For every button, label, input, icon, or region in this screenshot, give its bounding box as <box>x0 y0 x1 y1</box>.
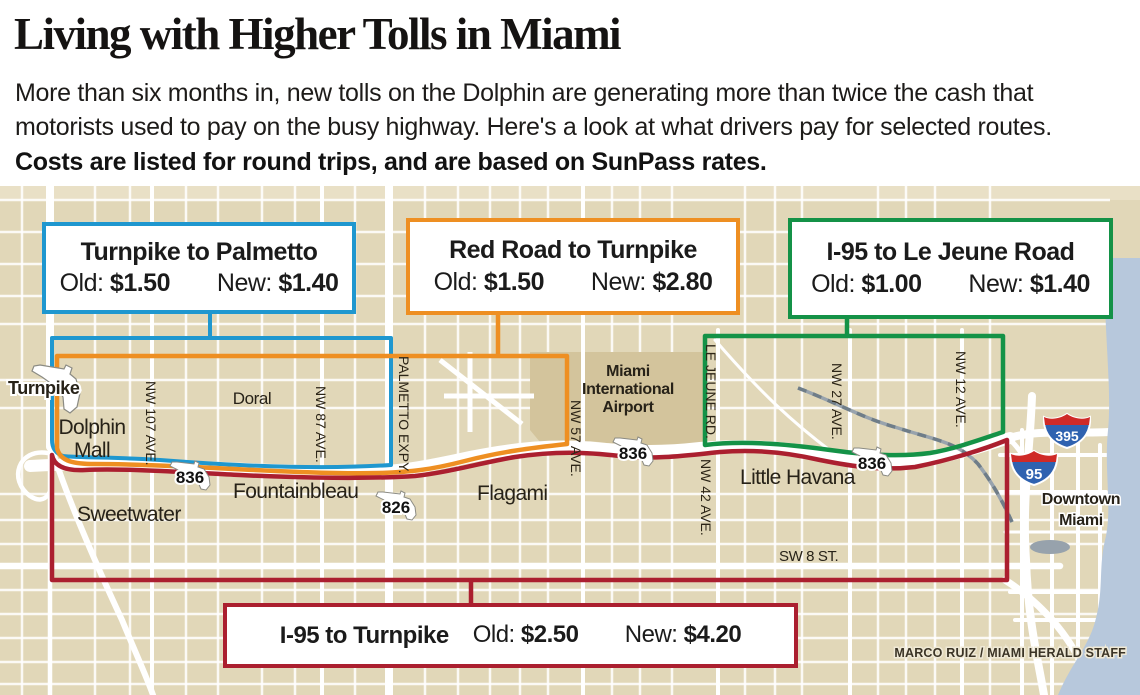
callout-title: Red Road to Turnpike <box>449 236 697 265</box>
svg-text:836: 836 <box>619 444 647 463</box>
old-price: $1.50 <box>483 267 545 296</box>
label-nw12: NW 12 AVE. <box>953 351 969 428</box>
new-price: $1.40 <box>278 269 339 298</box>
label-palmetto-expy: PALMETTO EXPY. <box>396 356 412 474</box>
place-labels: Dolphin Mall Sweetwater Doral Fountainbl… <box>58 344 1122 565</box>
new-price: $2.80 <box>652 267 713 296</box>
airport-grounds <box>530 352 705 448</box>
svg-text:395: 395 <box>1055 428 1079 444</box>
label-dolphin-mall: Dolphin <box>58 416 125 439</box>
old-price: $1.00 <box>861 269 922 298</box>
callout-prices: Old: $1.50 New: $2.80 <box>433 267 713 296</box>
label-lejeune: LE JEUNE RD. <box>703 344 719 439</box>
label-doral: Doral <box>233 389 272 408</box>
shield-826: 826 <box>375 490 417 521</box>
shield-836-east: 836 <box>851 446 893 477</box>
old-price: $2.50 <box>520 621 579 649</box>
label-sweetwater: Sweetwater <box>77 503 181 526</box>
shield-836-west: 836 <box>169 460 211 491</box>
svg-text:Mall: Mall <box>74 439 110 462</box>
old-price: $1.50 <box>109 269 171 298</box>
i95-road <box>1020 392 1048 695</box>
miami-river <box>797 386 1070 554</box>
callout-title: I-95 to Turnpike <box>279 621 449 649</box>
callout-red-road-to-turnpike: Red Road to Turnpike Old: $1.50 New: $2.… <box>406 218 740 315</box>
callout-prices: Old: $1.00 New: $1.40 <box>811 269 1091 298</box>
callout-i95-to-lejeune: I-95 to Le Jeune Road Old: $1.00 New: $1… <box>788 218 1113 319</box>
label-nw27: NW 27 AVE. <box>829 363 845 440</box>
svg-text:Airport: Airport <box>602 399 654 416</box>
label-nw57: NW 57 AVE. <box>568 400 584 477</box>
label-fountainbleau: Fountainbleau <box>233 480 358 503</box>
shield-turnpike: Turnpike <box>6 364 82 414</box>
label-nw42: NW 42 AVE. <box>698 459 714 536</box>
callout-turnpike-to-palmetto: Turnpike to Palmetto Old: $1.50 New: $1.… <box>42 222 356 314</box>
route-zone-red <box>49 437 1010 583</box>
callout-prices: Old: $2.50 New: $4.20 <box>472 621 742 649</box>
shield-i395: 395 <box>1042 412 1092 450</box>
svg-text:836: 836 <box>858 454 886 473</box>
new-price: $4.20 <box>683 621 742 649</box>
callout-title: Turnpike to Palmetto <box>80 237 318 266</box>
credit-line: MARCO RUIZ / MIAMI HERALD STAFF <box>894 646 1126 660</box>
intro-bold-note: Costs are listed for round trips, and ar… <box>15 147 767 176</box>
callout-i95-to-turnpike: I-95 to Turnpike Old: $2.50 New: $4.20 <box>223 603 798 668</box>
svg-text:Miami: Miami <box>1059 512 1103 529</box>
page-title: Living with Higher Tolls in Miami <box>14 9 622 59</box>
intro-text: More than six months in, new tolls on th… <box>15 79 1052 176</box>
shield-836-central: 836 <box>612 436 654 467</box>
label-nw107: NW 107 AVE. <box>143 381 159 466</box>
route-zone-orange <box>54 353 570 476</box>
callout-title: I-95 to Le Jeune Road <box>826 238 1075 267</box>
svg-text:826: 826 <box>382 498 410 517</box>
turnpike-label: Turnpike <box>8 378 80 398</box>
label-nw87: NW 87 AVE. <box>313 386 329 463</box>
label-sw8-st: SW 8 ST. <box>779 548 838 565</box>
svg-text:International: International <box>582 381 674 398</box>
label-airport: Miami <box>606 363 650 380</box>
label-little-havana: Little Havana <box>740 466 856 489</box>
label-flagami: Flagami <box>477 482 548 505</box>
label-downtown-miami: Downtown <box>1042 491 1120 508</box>
callout-prices: Old: $1.50 New: $1.40 <box>59 269 339 298</box>
svg-text:836: 836 <box>176 468 204 487</box>
biscayne-bay-water <box>1058 258 1140 695</box>
shield-i95: 95 <box>1009 449 1059 487</box>
new-price: $1.40 <box>1029 269 1091 298</box>
route-zone-blue <box>50 336 393 470</box>
turnpike-extension-road <box>47 439 156 695</box>
airport-runways <box>438 352 534 432</box>
svg-text:95: 95 <box>1026 466 1043 483</box>
